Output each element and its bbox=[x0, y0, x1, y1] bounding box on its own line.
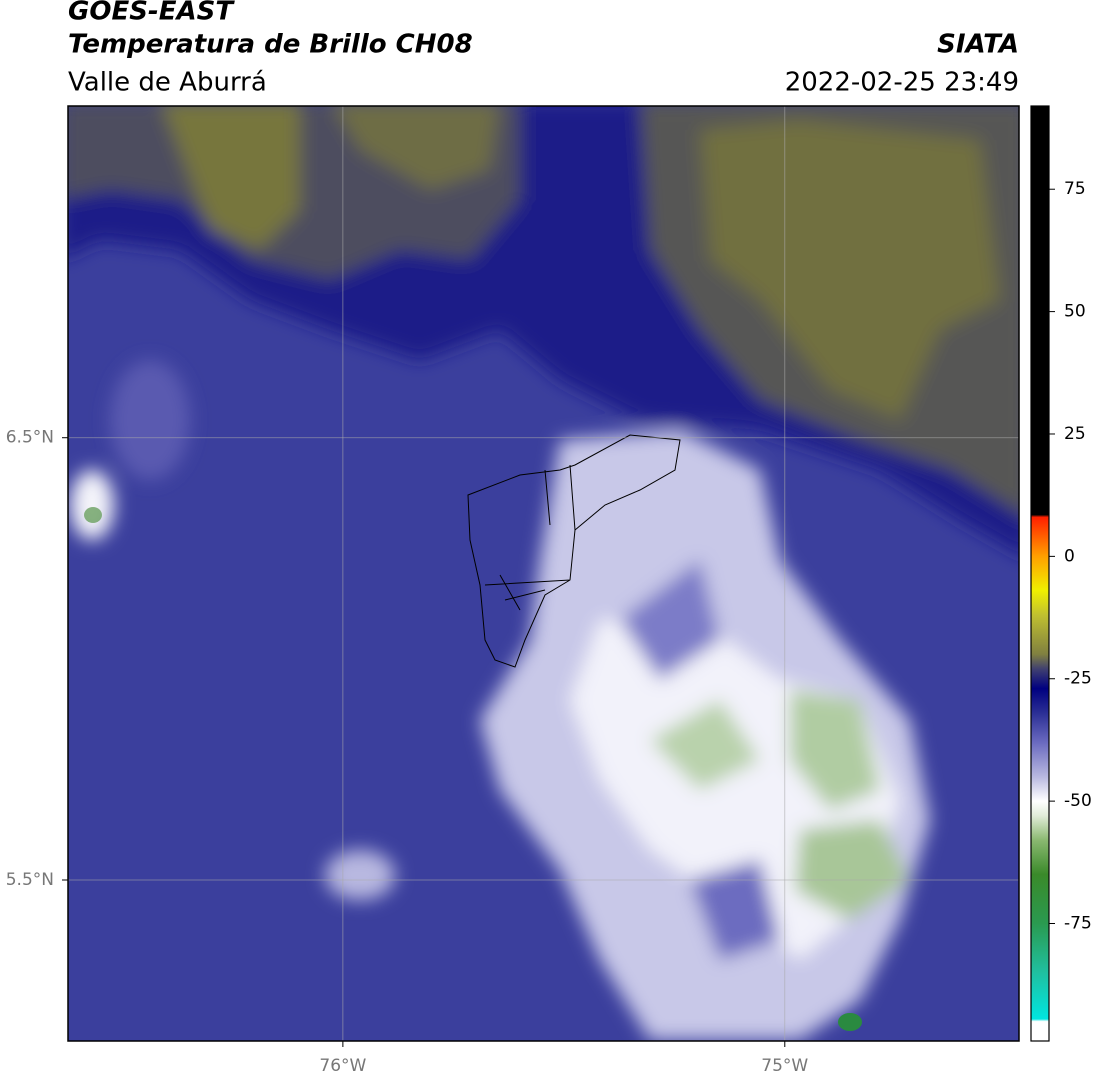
title: GOES-EAST bbox=[68, 0, 235, 27]
colorbar-tick-label: 25 bbox=[1064, 424, 1086, 444]
x-tick-label: 75°W bbox=[761, 1056, 808, 1076]
y-tick-label: 6.5°N bbox=[6, 428, 54, 448]
colorbar-tick-label: 75 bbox=[1064, 179, 1086, 199]
y-tick-label: 5.5°N bbox=[6, 870, 54, 890]
satellite-image bbox=[68, 106, 1019, 1041]
subtitle: Temperatura de Brillo CH08 bbox=[68, 30, 473, 60]
grid bbox=[68, 106, 1019, 1041]
colorbar-tick-label: 50 bbox=[1064, 302, 1086, 322]
map-frame bbox=[67, 105, 1020, 1042]
x-tick-label: 76°W bbox=[319, 1056, 366, 1076]
source: SIATA bbox=[937, 30, 1019, 60]
colorbar-tick-label: 0 bbox=[1064, 546, 1075, 566]
datetime: 2022-02-25 23:49 bbox=[785, 68, 1019, 98]
colorbar-tick-label: -75 bbox=[1064, 914, 1092, 934]
region: Valle de Aburrá bbox=[68, 68, 267, 98]
colorbar bbox=[1030, 105, 1050, 1042]
colorbar-tick-label: -25 bbox=[1064, 669, 1092, 689]
colorbar-tick-label: -50 bbox=[1064, 791, 1092, 811]
